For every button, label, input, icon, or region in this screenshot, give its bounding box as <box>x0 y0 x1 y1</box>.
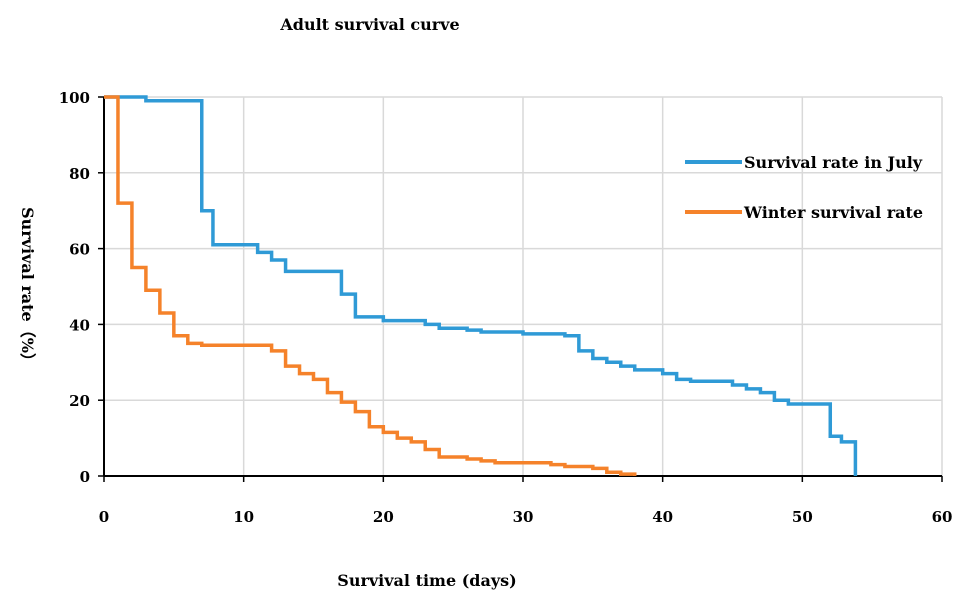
x-tick-label-60: 60 <box>932 508 953 526</box>
y-axis-label: Survival rate（%） <box>18 207 37 369</box>
y-tick-label-40: 40 <box>69 316 90 334</box>
x-tick-label-10: 10 <box>233 508 254 526</box>
x-tick-label-30: 30 <box>513 508 534 526</box>
x-tick-label-0: 0 <box>99 508 109 526</box>
y-tick-label-100: 100 <box>59 89 90 107</box>
y-tick-label-20: 20 <box>69 392 90 410</box>
series-line-2 <box>104 95 637 476</box>
grid-lines <box>104 96 943 476</box>
x-axis-label: Survival time (days) <box>337 571 516 590</box>
axes <box>98 96 943 482</box>
chart-title: Adult survival curve <box>279 15 459 34</box>
x-tick-label-50: 50 <box>792 508 813 526</box>
y-tick-label-80: 80 <box>69 165 90 183</box>
legend-label-2: Winter survival rate <box>743 203 923 222</box>
legend-label-1: Survival rate in July <box>744 153 923 172</box>
series-lines <box>104 95 858 476</box>
series-line-1 <box>104 95 858 476</box>
legend: Survival rate in July Winter survival rat… <box>685 153 923 222</box>
x-tick-label-40: 40 <box>652 508 673 526</box>
y-tick-label-60: 60 <box>69 241 90 259</box>
y-tick-label-0: 0 <box>80 468 90 486</box>
x-tick-label-20: 20 <box>373 508 394 526</box>
tick-labels: 0 10 20 30 40 50 60 0 20 40 60 80 100 <box>59 89 953 526</box>
